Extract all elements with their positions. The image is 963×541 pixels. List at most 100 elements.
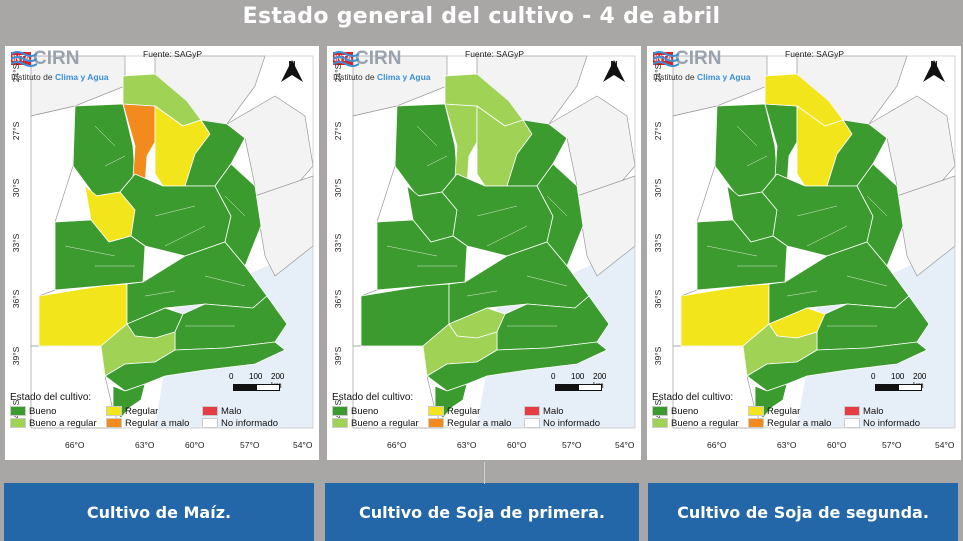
soja-primera-button-label: Cultivo de Soja de primera. — [359, 502, 605, 522]
legend-item: Malo — [524, 406, 564, 417]
divider — [484, 462, 485, 484]
legend-swatch — [428, 406, 444, 417]
lon-label: 66°O — [707, 440, 727, 450]
legend-item: Regular a malo — [106, 418, 189, 429]
legend-item: No informado — [202, 418, 278, 429]
lat-label: 27°S — [333, 121, 343, 141]
institute-label: Instituto de Clima y Agua — [11, 72, 109, 82]
lat-label: 33°S — [11, 233, 21, 253]
lon-label: 60°O — [827, 440, 847, 450]
legend-swatch — [652, 418, 668, 429]
legend-swatch — [652, 406, 668, 417]
legend-swatch — [748, 406, 764, 417]
legend-item: Bueno — [10, 406, 56, 417]
lon-label: 60°O — [185, 440, 205, 450]
legend-item: Bueno a regular — [652, 418, 739, 429]
region-cordoba_south — [54, 219, 146, 291]
map-panel-2: INTA CIRN Instituto de Clima y Agua Fuente:… — [327, 46, 641, 460]
legend-title: Estado del cultivo: — [652, 392, 734, 403]
legend-swatch — [10, 406, 26, 417]
lon-label: 54°O — [293, 440, 313, 450]
maiz-button-label: Cultivo de Maíz. — [86, 502, 232, 522]
north-arrow-icon: N — [923, 60, 945, 94]
source-label: Fuente: SAGyP — [143, 49, 203, 59]
legend: Estado del cultivo: Bueno Bueno a regular R… — [10, 392, 310, 434]
lon-label: 54°O — [615, 440, 635, 450]
region-entrerios — [856, 163, 904, 267]
lat-label: 30°S — [333, 178, 343, 198]
institute-label: Instituto de Clima y Agua — [653, 72, 751, 82]
legend-swatch — [844, 418, 860, 429]
region-cordoba_south — [376, 219, 468, 291]
legend-item: Regular — [428, 406, 480, 417]
lat-label: 30°S — [653, 178, 663, 198]
argentina-map — [30, 55, 314, 429]
lon-label: 66°O — [387, 440, 407, 450]
inta-cirn-logo: INTA CIRN Instituto de Clima y Agua — [333, 48, 453, 90]
legend-swatch — [332, 418, 348, 429]
lat-label: 36°S — [333, 289, 343, 309]
inta-cirn-logo: INTA CIRN Instituto de Clima y Agua — [653, 48, 773, 90]
legend-item: Regular — [106, 406, 158, 417]
legend-swatch — [106, 406, 122, 417]
legend-swatch — [10, 418, 26, 429]
lon-label: 54°O — [935, 440, 955, 450]
lon-label: 63°O — [777, 440, 797, 450]
soja-segunda-button[interactable]: Cultivo de Soja de segunda. — [648, 483, 958, 541]
legend-swatch — [524, 418, 540, 429]
argentina-map — [352, 55, 636, 429]
lat-label: 27°S — [11, 121, 21, 141]
legend-item: Malo — [202, 406, 242, 417]
map-panel-1: INTA CIRN Instituto de Clima y Agua Fuente:… — [5, 46, 319, 460]
legend-swatch — [428, 418, 444, 429]
legend-swatch — [106, 418, 122, 429]
cirn-logo: CIRN — [675, 48, 722, 69]
inta-cirn-logo: INTA CIRN Instituto de Clima y Agua — [11, 48, 131, 90]
legend-swatch — [332, 406, 348, 417]
lon-label: 63°O — [457, 440, 477, 450]
legend-item: Bueno — [332, 406, 378, 417]
lat-label: 24°S — [11, 63, 21, 83]
lon-label: 57°O — [882, 440, 902, 450]
north-arrow-icon: N — [281, 60, 303, 94]
region-entrerios — [536, 163, 584, 267]
legend-title: Estado del cultivo: — [10, 392, 92, 403]
legend-item: Bueno a regular — [332, 418, 419, 429]
legend-title: Estado del cultivo: — [332, 392, 414, 403]
lat-label: 39°S — [333, 346, 343, 366]
lon-label: 66°O — [65, 440, 85, 450]
argentina-map — [672, 55, 956, 429]
waves-icon — [653, 51, 679, 67]
lat-label: 24°S — [653, 63, 663, 83]
legend-item: Regular a malo — [748, 418, 831, 429]
region-entrerios — [214, 163, 262, 267]
legend-swatch — [844, 406, 860, 417]
lat-label: 24°S — [333, 63, 343, 83]
legend: Estado del cultivo: Bueno Bueno a regular R… — [652, 392, 952, 434]
source-label: Fuente: SAGyP — [465, 49, 525, 59]
legend-item: Regular a malo — [428, 418, 511, 429]
lon-label: 60°O — [507, 440, 527, 450]
soja-primera-button[interactable]: Cultivo de Soja de primera. — [325, 483, 639, 541]
legend-item: Bueno — [652, 406, 698, 417]
north-arrow-icon: N — [603, 60, 625, 94]
cirn-logo: CIRN — [33, 48, 80, 69]
page-title: Estado general del cultivo - 4 de abril — [242, 4, 721, 29]
lat-label: 30°S — [11, 178, 21, 198]
lat-label: 36°S — [11, 289, 21, 309]
cirn-logo: CIRN — [355, 48, 402, 69]
legend-item: Regular — [748, 406, 800, 417]
maiz-button[interactable]: Cultivo de Maíz. — [4, 483, 314, 541]
lat-label: 27°S — [653, 121, 663, 141]
map-panel-3: INTA CIRN Instituto de Clima y Agua Fuente:… — [647, 46, 961, 460]
lat-label: 36°S — [653, 289, 663, 309]
source-label: Fuente: SAGyP — [785, 49, 845, 59]
lat-label: 33°S — [653, 233, 663, 253]
lat-label: 39°S — [11, 346, 21, 366]
legend-swatch — [524, 406, 540, 417]
legend-swatch — [202, 406, 218, 417]
lon-label: 57°O — [240, 440, 260, 450]
